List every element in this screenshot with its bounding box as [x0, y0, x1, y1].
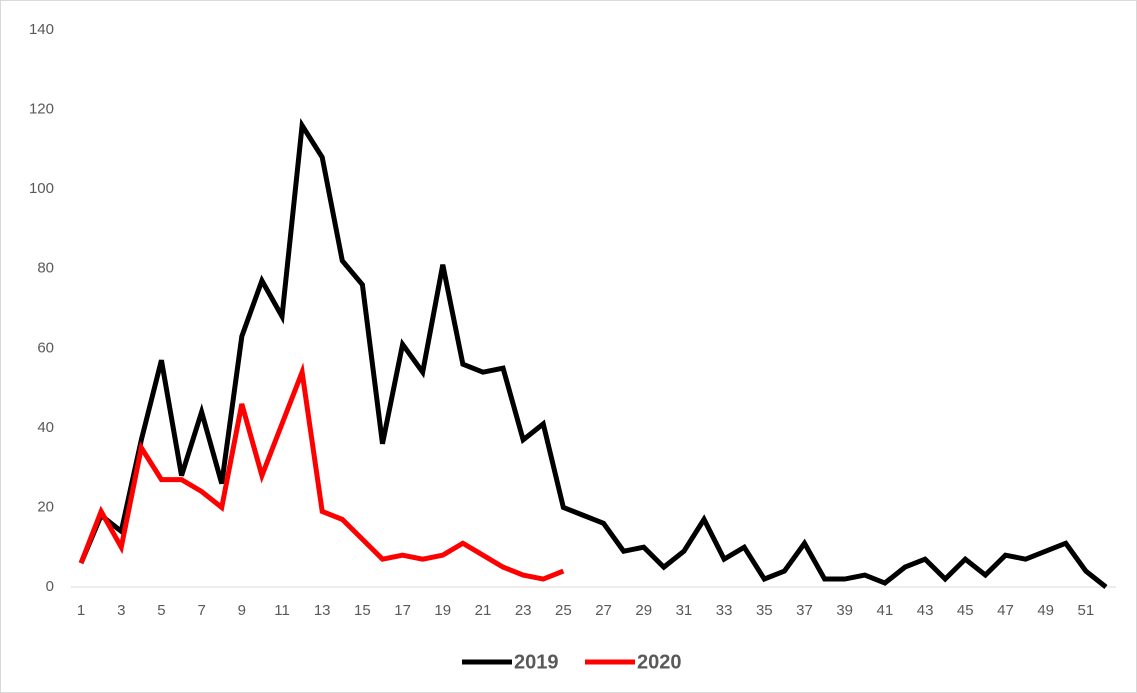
x-tick-label: 15 [354, 602, 371, 619]
y-tick-label: 40 [37, 419, 54, 436]
x-tick-label: 45 [957, 602, 974, 619]
data-line [78, 362, 565, 582]
x-tick-label: 3 [117, 602, 125, 619]
legend-label: 2020 [637, 651, 682, 673]
x-tick-label: 29 [635, 602, 652, 619]
y-tick-label: 20 [37, 498, 54, 515]
y-tick-label: 140 [29, 21, 54, 38]
x-tick-label: 1 [77, 602, 85, 619]
x-tick-label: 43 [917, 602, 934, 619]
legend-label: 2019 [514, 651, 559, 673]
y-tick-label: 80 [37, 260, 54, 277]
y-tick-label: 100 [29, 180, 54, 197]
data-line [78, 118, 1108, 589]
y-tick-label: 120 [29, 101, 54, 118]
x-tick-label: 5 [157, 602, 165, 619]
x-tick-label: 7 [197, 602, 205, 619]
x-tick-label: 17 [394, 602, 411, 619]
x-tick-label: 27 [595, 602, 612, 619]
x-tick-label: 49 [1037, 602, 1054, 619]
y-tick-label: 60 [37, 339, 54, 356]
x-tick-label: 13 [314, 602, 331, 619]
x-tick-label: 39 [836, 602, 853, 619]
x-tick-label: 23 [515, 602, 532, 619]
x-tick-label: 37 [796, 602, 813, 619]
x-tick-label: 21 [475, 602, 492, 619]
y-tick-label: 0 [46, 578, 54, 595]
x-tick-label: 33 [716, 602, 733, 619]
x-tick-label: 47 [997, 602, 1014, 619]
x-tick-label: 11 [274, 602, 290, 619]
x-tick-label: 51 [1078, 602, 1095, 619]
x-tick-label: 19 [434, 602, 451, 619]
x-tick-label: 41 [877, 602, 894, 619]
x-tick-label: 31 [676, 602, 693, 619]
x-tick-label: 35 [756, 602, 773, 619]
x-tick-label: 9 [238, 602, 246, 619]
x-tick-label: 25 [555, 602, 572, 619]
